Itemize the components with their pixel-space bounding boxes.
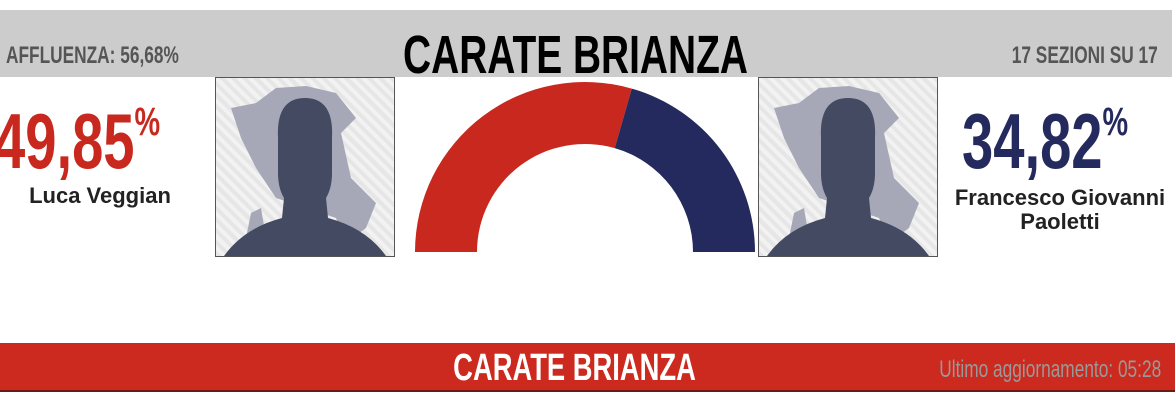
person-silhouette-icon bbox=[224, 86, 386, 256]
candidate-1-photo bbox=[215, 77, 395, 257]
person-silhouette-icon bbox=[767, 86, 929, 256]
candidate-2-name-line1: Francesco Giovanni bbox=[954, 185, 1166, 210]
footer-title: CARATE BRIANZA bbox=[453, 347, 697, 389]
candidate-2-name: Francesco Giovanni Paoletti bbox=[940, 186, 1175, 234]
footer-bar: CARATE BRIANZA Ultimo aggiornamento: 05:… bbox=[0, 343, 1175, 392]
sections-count: 17 SEZIONI SU 17 bbox=[1012, 42, 1158, 69]
header-bar: AFFLUENZA: 56,68% CARATE BRIANZA 17 SEZI… bbox=[0, 10, 1172, 85]
result-gauge bbox=[415, 82, 755, 253]
candidate-2-name-line2: Paoletti bbox=[1020, 209, 1100, 234]
turnout-label: AFFLUENZA: 56,68% bbox=[6, 42, 179, 69]
candidate-1-name: Luca Veggian bbox=[29, 183, 171, 208]
last-updated: Ultimo aggiornamento: 05:28 bbox=[939, 356, 1161, 383]
gauge-segment-candidate-1 bbox=[415, 82, 632, 252]
candidate-2-percent: 34,82% bbox=[962, 97, 1129, 185]
candidate-1-percent: 49,85% bbox=[0, 97, 161, 185]
page-title: CARATE BRIANZA bbox=[402, 25, 748, 85]
candidate-2-photo bbox=[758, 77, 938, 257]
gauge-segment-candidate-2 bbox=[614, 88, 755, 253]
